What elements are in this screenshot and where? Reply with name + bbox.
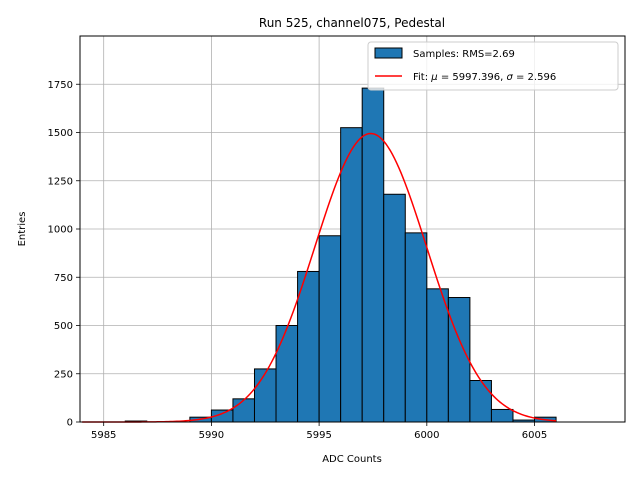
y-tick-label: 1250	[48, 176, 73, 187]
chart-title: Run 525, channel075, Pedestal	[259, 16, 445, 30]
histogram-bar	[490, 408, 514, 423]
legend-label-fit: Fit: μ = 5997.396, σ = 2.596	[413, 72, 556, 83]
y-tick-label: 250	[54, 369, 73, 380]
legend: Samples: RMS=2.69 Fit: μ = 5997.396, σ =…	[367, 41, 619, 91]
legend-fit-mu-symbol: μ	[430, 72, 437, 83]
legend-swatch-samples	[374, 47, 403, 59]
histogram-bar	[232, 398, 255, 423]
y-tick-label: 500	[54, 321, 73, 332]
x-tick-label: 5990	[199, 430, 224, 441]
ticks-layer: 5985 5990 5995 6000 6005 0 250 500 750 1000 1250 15…	[48, 80, 548, 441]
histogram-bar	[404, 232, 428, 423]
legend-fit-sigma-value: = 2.596	[513, 72, 556, 83]
y-tick-label: 1500	[48, 128, 73, 139]
histogram-bar	[318, 235, 342, 423]
legend-fit-sigma-symbol: σ	[506, 72, 513, 83]
legend-fit-mu-value: = 5997.396,	[438, 72, 507, 83]
y-axis-label: Entries	[17, 212, 28, 247]
x-tick-label: 5995	[306, 430, 331, 441]
histogram-bar	[340, 127, 363, 423]
y-tick-label: 750	[54, 273, 73, 284]
legend-fit-prefix: Fit:	[413, 72, 431, 83]
x-tick-label: 5985	[91, 430, 116, 441]
histogram-bar	[253, 368, 277, 423]
x-tick-label: 6000	[414, 430, 439, 441]
y-tick-label: 0	[67, 418, 73, 429]
histogram-bar	[447, 297, 471, 423]
legend-box	[367, 41, 619, 91]
histogram-bar	[383, 193, 406, 423]
histogram-bar	[297, 270, 320, 423]
legend-label-samples: Samples: RMS=2.69	[413, 49, 515, 60]
x-axis-label: ADC Counts	[322, 454, 382, 465]
histogram-bar	[469, 380, 492, 423]
histogram-bar	[426, 288, 449, 423]
y-tick-label: 1000	[48, 225, 73, 236]
y-tick-label: 1750	[48, 80, 73, 91]
x-tick-label: 6005	[522, 430, 547, 441]
histogram-bar	[275, 325, 299, 423]
